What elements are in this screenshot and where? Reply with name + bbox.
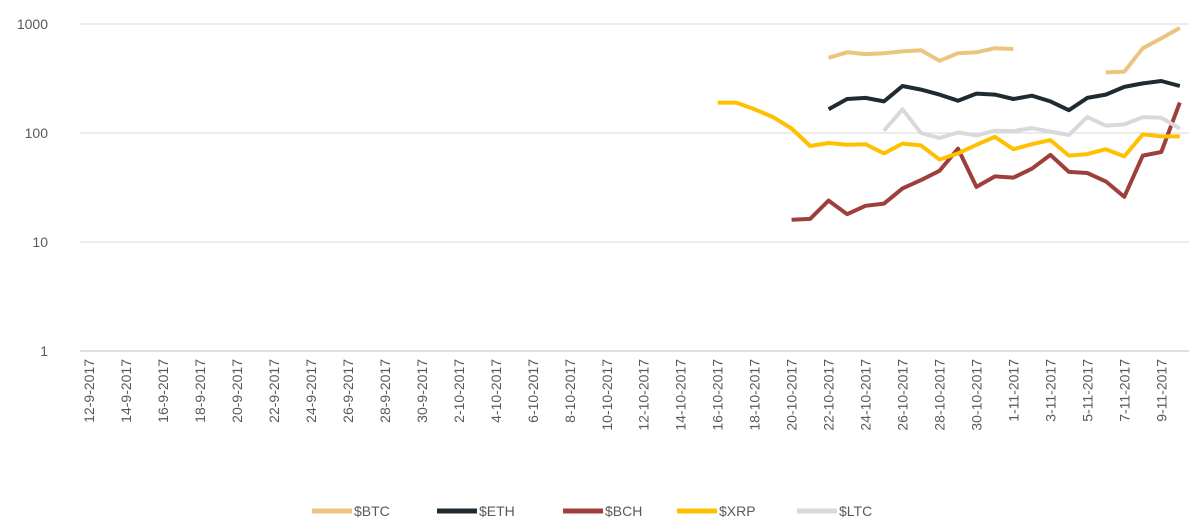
line-series <box>828 26 1181 75</box>
x-tick-label: 8-10-2017 <box>562 359 578 423</box>
line-series <box>717 100 1180 162</box>
x-tick-label: 4-10-2017 <box>488 359 504 423</box>
x-tick-label: 18-9-2017 <box>192 359 208 423</box>
x-tick-label: 16-9-2017 <box>155 359 171 423</box>
x-tick-label: 30-9-2017 <box>414 359 430 423</box>
x-tick-label: 30-10-2017 <box>968 359 984 431</box>
x-tick-label: 28-9-2017 <box>377 359 393 423</box>
x-tick-label: 14-9-2017 <box>118 359 134 423</box>
x-tick-label: 28-10-2017 <box>931 359 947 431</box>
x-tick-label: 14-10-2017 <box>673 359 689 431</box>
x-tick-label: 12-9-2017 <box>81 359 97 423</box>
y-tick-label: 1 <box>40 343 48 359</box>
legend-label: $ETH <box>479 503 515 519</box>
x-tick-label: 22-10-2017 <box>821 359 837 431</box>
legend-label: $BTC <box>354 503 390 519</box>
legend-label: $LTC <box>839 503 872 519</box>
x-tick-label: 20-10-2017 <box>784 359 800 431</box>
x-tick-label: 7-11-2017 <box>1116 359 1132 422</box>
line-series <box>882 107 1181 140</box>
x-tick-label: 2-10-2017 <box>451 359 467 423</box>
x-tick-label: 1-11-2017 <box>1005 359 1021 422</box>
x-tick-label: 20-9-2017 <box>229 359 245 423</box>
x-tick-label: 9-11-2017 <box>1153 359 1169 422</box>
plot-area <box>717 26 1182 222</box>
x-tick-label: 12-10-2017 <box>636 359 652 431</box>
x-tick-label: 10-10-2017 <box>599 359 615 431</box>
x-tick-label: 3-11-2017 <box>1042 359 1058 422</box>
x-tick-label: 6-10-2017 <box>525 359 541 423</box>
legend-label: $BCH <box>605 503 642 519</box>
x-tick-label: 22-9-2017 <box>266 359 282 423</box>
x-tick-label: 26-9-2017 <box>340 359 356 423</box>
x-tick-label: 18-10-2017 <box>747 359 763 431</box>
x-tick-label: 24-10-2017 <box>858 359 874 431</box>
x-tick-label: 26-10-2017 <box>895 359 911 431</box>
line-series <box>827 79 1181 113</box>
y-tick-label: 10 <box>32 234 48 250</box>
y-tick-label: 1000 <box>17 16 48 32</box>
x-tick-label: 5-11-2017 <box>1079 359 1095 422</box>
x-tick-label: 16-10-2017 <box>710 359 726 431</box>
y-tick-label: 100 <box>25 125 49 141</box>
x-tick-label: 24-9-2017 <box>303 359 319 423</box>
line-series <box>791 101 1182 222</box>
legend-label: $XRP <box>719 503 756 519</box>
